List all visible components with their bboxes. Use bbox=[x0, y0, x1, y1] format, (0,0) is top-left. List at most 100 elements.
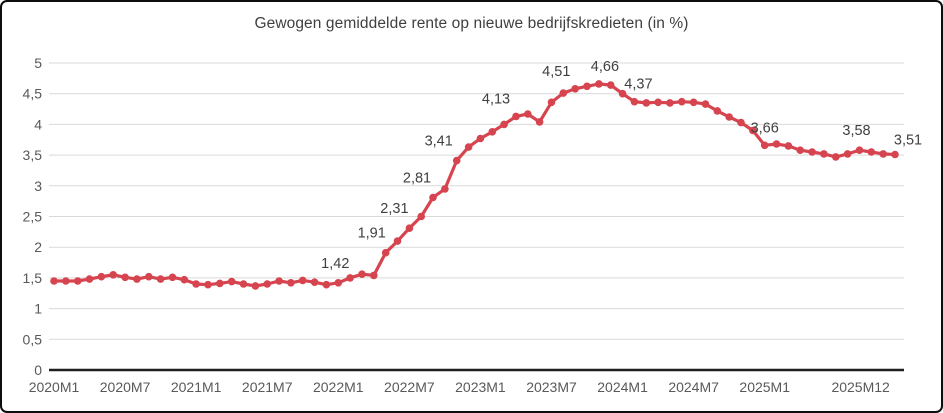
y-axis-tick-labels: 0 0,5 1 1,5 2 2,5 3 3,5 4 4,5 5 bbox=[23, 55, 43, 378]
gridlines bbox=[49, 62, 904, 340]
chart-title: Gewogen gemiddelde rente op nieuwe bedri… bbox=[254, 15, 689, 32]
data-point bbox=[796, 146, 804, 154]
x-axis-tick-label: 2023M1 bbox=[455, 379, 506, 395]
y-axis-tick-label: 2 bbox=[34, 239, 42, 255]
data-point-label: 2,31 bbox=[380, 201, 408, 217]
x-axis-tick-label: 2021M7 bbox=[242, 379, 293, 395]
data-point bbox=[867, 148, 876, 156]
x-axis-tick-label: 2024M1 bbox=[597, 379, 648, 395]
data-point bbox=[251, 282, 260, 290]
data-point bbox=[156, 275, 165, 283]
data-point bbox=[476, 134, 485, 143]
data-point bbox=[618, 89, 627, 98]
data-point bbox=[216, 279, 224, 288]
data-point bbox=[429, 193, 437, 202]
data-point bbox=[97, 272, 106, 281]
x-axis-tick-label: 2025M1 bbox=[739, 379, 790, 395]
x-axis-tick-label: 2025M12 bbox=[831, 379, 890, 395]
data-point bbox=[689, 98, 698, 107]
data-point bbox=[239, 280, 248, 288]
data-point-markers bbox=[50, 80, 899, 290]
data-point-label: 4,13 bbox=[482, 91, 510, 107]
data-point bbox=[452, 156, 461, 165]
data-point-label: 2,81 bbox=[403, 171, 431, 187]
data-point bbox=[630, 97, 639, 106]
data-point bbox=[784, 142, 793, 150]
data-point-label: 3,66 bbox=[751, 120, 779, 136]
x-axis-tick-label: 2023M7 bbox=[526, 379, 577, 395]
data-point bbox=[204, 280, 212, 289]
data-point bbox=[808, 148, 816, 156]
data-point bbox=[310, 278, 319, 287]
data-point-labels: 1,42 1,91 2,31 2,81 3,41 4,13 4,51 4,66 4,37 3,66… bbox=[321, 59, 922, 272]
data-point bbox=[180, 275, 189, 284]
data-point bbox=[405, 224, 414, 232]
data-point bbox=[559, 89, 568, 97]
data-point bbox=[535, 118, 544, 126]
x-axis-tick-label: 2022M1 bbox=[313, 379, 364, 395]
data-point-label: 1,91 bbox=[358, 226, 386, 242]
data-point-label: 4,37 bbox=[624, 77, 652, 93]
data-point bbox=[606, 81, 615, 89]
x-axis-tick-label: 2022M7 bbox=[384, 379, 435, 395]
data-point bbox=[642, 99, 651, 107]
x-axis-tick-label: 2020M7 bbox=[100, 379, 151, 395]
data-point bbox=[441, 185, 449, 193]
data-point-label: 4,51 bbox=[542, 64, 570, 80]
data-point bbox=[346, 274, 354, 282]
data-point bbox=[133, 275, 141, 283]
data-point bbox=[109, 271, 117, 279]
data-point bbox=[654, 98, 662, 107]
data-point bbox=[547, 98, 556, 107]
data-point bbox=[701, 100, 710, 108]
data-point bbox=[512, 112, 520, 121]
data-point bbox=[50, 277, 58, 285]
data-point-label: 3,51 bbox=[894, 133, 922, 149]
data-point bbox=[322, 280, 331, 289]
data-point bbox=[393, 237, 402, 245]
data-point bbox=[713, 107, 722, 115]
data-point bbox=[832, 153, 840, 161]
data-point bbox=[571, 85, 579, 93]
data-point bbox=[263, 280, 272, 288]
y-axis-tick-label: 0 bbox=[34, 362, 42, 378]
y-axis-tick-label: 3 bbox=[34, 178, 42, 194]
x-axis-tick-label: 2024M7 bbox=[668, 379, 719, 395]
y-axis-tick-label: 3,5 bbox=[23, 147, 43, 163]
data-point bbox=[417, 212, 426, 221]
x-axis-tick-label: 2020M1 bbox=[29, 379, 80, 395]
data-point bbox=[334, 279, 343, 287]
data-point bbox=[464, 143, 473, 151]
data-point bbox=[855, 146, 864, 154]
data-point bbox=[760, 141, 769, 150]
data-point-label: 4,66 bbox=[591, 59, 619, 75]
data-point bbox=[370, 271, 378, 280]
data-point bbox=[227, 277, 236, 286]
data-point bbox=[73, 277, 82, 285]
data-point bbox=[358, 270, 366, 279]
data-point bbox=[749, 126, 757, 135]
data-point-label: 3,58 bbox=[842, 123, 870, 139]
data-point bbox=[820, 150, 828, 158]
data-point bbox=[843, 150, 852, 158]
data-point bbox=[298, 276, 307, 285]
data-point bbox=[62, 277, 70, 285]
data-point bbox=[145, 272, 153, 281]
data-point bbox=[666, 99, 674, 107]
y-axis-tick-label: 0,5 bbox=[23, 331, 43, 347]
data-point-label: 1,42 bbox=[321, 256, 349, 272]
y-axis-tick-label: 1,5 bbox=[23, 270, 43, 286]
data-point bbox=[85, 275, 94, 283]
data-point bbox=[287, 279, 295, 287]
data-point bbox=[737, 118, 745, 127]
x-axis-tick-labels: 2020M1 2020M7 2021M1 2021M7 2022M1 2022M7 2023… bbox=[29, 379, 890, 395]
data-point bbox=[583, 82, 591, 91]
data-point bbox=[121, 273, 129, 282]
data-point bbox=[192, 280, 200, 288]
data-point bbox=[678, 97, 686, 106]
data-point bbox=[595, 80, 603, 88]
rate-line-series bbox=[52, 82, 897, 288]
data-point bbox=[168, 273, 177, 282]
